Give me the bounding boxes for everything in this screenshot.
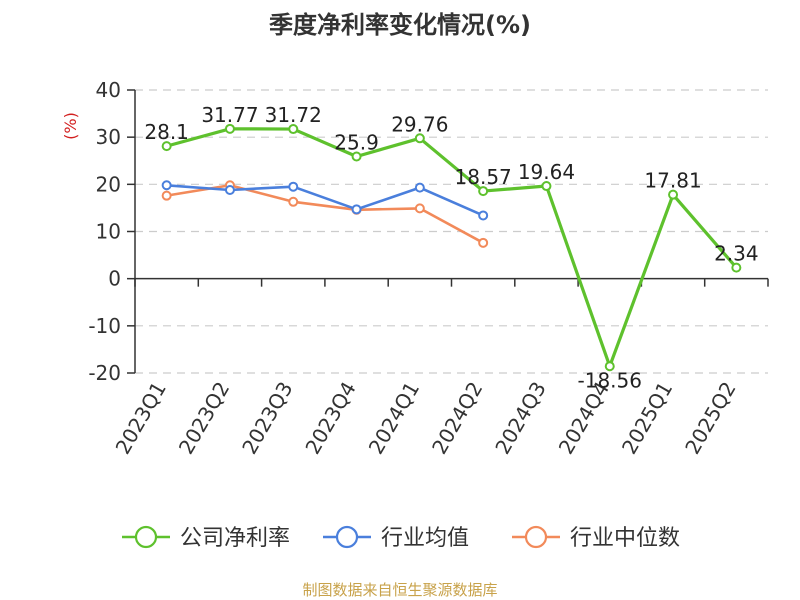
y-tick-label: 30 bbox=[96, 125, 121, 149]
y-tick-label: 0 bbox=[108, 267, 121, 291]
data-point bbox=[351, 204, 362, 215]
data-label: 31.77 bbox=[201, 103, 258, 127]
x-tick-label: 2025Q2 bbox=[680, 378, 740, 459]
legend-marker bbox=[524, 525, 548, 549]
data-point bbox=[161, 190, 172, 201]
series-1 bbox=[161, 180, 489, 221]
data-label: 17.81 bbox=[644, 169, 701, 193]
series-line bbox=[166, 183, 484, 244]
data-point bbox=[288, 196, 299, 207]
data-label: 2.34 bbox=[714, 242, 759, 266]
legend-label: 行业中位数 bbox=[570, 526, 680, 551]
data-point bbox=[351, 151, 362, 162]
series-0 bbox=[161, 123, 742, 372]
legend-marker bbox=[335, 525, 359, 549]
data-point bbox=[478, 210, 489, 221]
data-label: 28.1 bbox=[144, 120, 189, 144]
legend-label: 公司净利率 bbox=[180, 526, 290, 551]
grid-lines bbox=[135, 89, 768, 374]
data-point bbox=[288, 181, 299, 192]
data-label: 25.9 bbox=[334, 131, 379, 155]
legend: 公司净利率 行业均值 行业中位数 bbox=[122, 525, 680, 551]
y-tick-label: -10 bbox=[88, 314, 121, 338]
source-note: 制图数据来自恒生聚源数据库 bbox=[302, 581, 497, 599]
y-tick-label: 40 bbox=[96, 78, 121, 102]
series-line bbox=[166, 183, 484, 217]
data-point bbox=[541, 181, 552, 192]
x-tick-label: 2024Q3 bbox=[490, 378, 550, 459]
data-point bbox=[161, 141, 172, 152]
data-point bbox=[288, 124, 299, 135]
data-point bbox=[668, 189, 679, 200]
data-label: 29.76 bbox=[391, 112, 448, 136]
x-tick-label: 2023Q1 bbox=[111, 378, 171, 459]
x-tick-label: 2023Q2 bbox=[174, 378, 234, 459]
y-tick-label: -20 bbox=[88, 361, 121, 385]
data-point bbox=[731, 262, 742, 273]
data-point bbox=[414, 203, 425, 214]
y-tick-label: 20 bbox=[96, 172, 121, 196]
data-point bbox=[224, 184, 235, 195]
legend-item-0[interactable]: 公司净利率 bbox=[122, 525, 290, 551]
chart-title: 季度净利率变化情况(%) bbox=[269, 11, 531, 39]
data-point bbox=[604, 361, 615, 372]
data-label: 18.57 bbox=[455, 165, 512, 189]
y-axis-unit: (%) bbox=[61, 112, 80, 140]
data-label: -18.56 bbox=[578, 368, 642, 392]
legend-label: 行业均值 bbox=[381, 526, 469, 551]
x-tick-label: 2024Q2 bbox=[427, 378, 487, 459]
series-2 bbox=[161, 180, 489, 248]
data-labels: 28.1 31.77 31.72 25.9 29.76 18.57 19.64 -18.56 1… bbox=[144, 103, 758, 393]
x-tick-label: 2024Q1 bbox=[364, 378, 424, 459]
series-line bbox=[166, 127, 738, 368]
data-point bbox=[161, 180, 172, 191]
data-point bbox=[478, 237, 489, 248]
x-tick-label: 2023Q3 bbox=[237, 378, 297, 459]
y-tick-label: 10 bbox=[96, 220, 121, 244]
legend-item-2[interactable]: 行业中位数 bbox=[512, 525, 680, 551]
data-label: 19.64 bbox=[518, 160, 575, 184]
data-point bbox=[414, 182, 425, 193]
data-point bbox=[478, 186, 489, 197]
data-label: 31.72 bbox=[265, 103, 322, 127]
legend-item-1[interactable]: 行业均值 bbox=[323, 525, 469, 551]
data-point bbox=[224, 123, 235, 134]
data-point bbox=[414, 133, 425, 144]
legend-marker bbox=[134, 525, 158, 549]
series-group bbox=[161, 123, 742, 372]
x-tick-label: 2023Q4 bbox=[300, 378, 360, 459]
